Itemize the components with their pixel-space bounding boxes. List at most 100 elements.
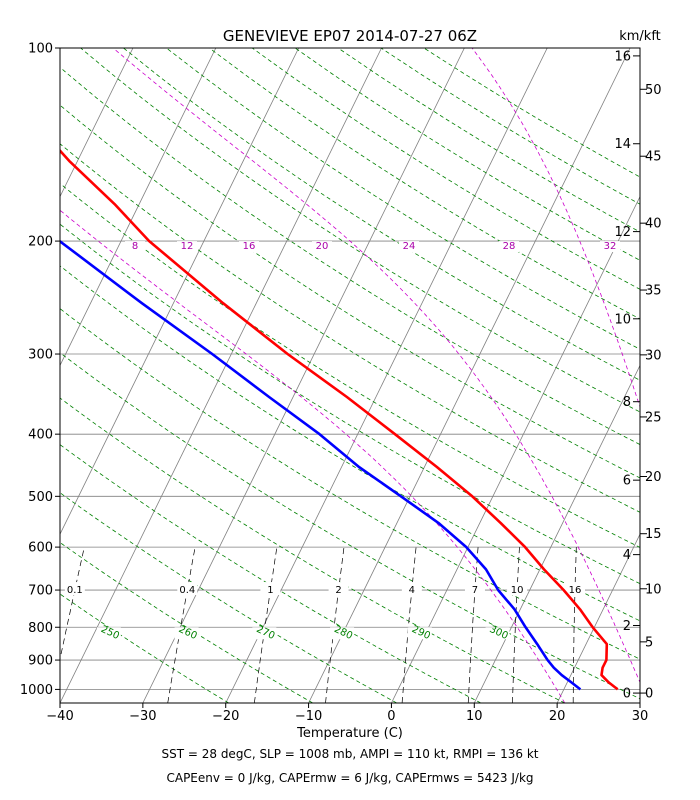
footer-line-1: SST = 28 degC, SLP = 1008 mb, AMPI = 110… xyxy=(161,747,538,761)
dry-adiabat-line xyxy=(123,48,640,381)
dry-adiabat-line xyxy=(60,308,640,660)
mixing-ratio-label-bg xyxy=(328,582,349,596)
dry-adiabat-line xyxy=(60,143,640,513)
mixing-ratio-line xyxy=(167,547,196,703)
dry-adiabat-line xyxy=(380,48,640,205)
isotherm-label: 12 xyxy=(181,241,194,252)
pressure-tick-label: 100 xyxy=(28,42,53,57)
mixing-ratio-label: 0.4 xyxy=(179,585,195,596)
dry-adiabat-line xyxy=(423,48,640,178)
theta-label: 280 xyxy=(332,624,354,642)
theta-label-bg xyxy=(96,627,121,640)
dry-adiabat-line xyxy=(80,48,640,413)
kft-tick-label: 15 xyxy=(645,527,662,542)
isotherm-label-bg xyxy=(600,241,620,253)
x-tick-label: −10 xyxy=(295,709,322,724)
dry-adiabat-line xyxy=(60,593,229,703)
mixing-ratio-line xyxy=(401,547,417,703)
isotherm-label: 24 xyxy=(403,241,416,252)
mixing-ratio-label: 4 xyxy=(409,585,415,596)
mixing-ratio-line xyxy=(325,547,345,703)
mixing-ratio-line xyxy=(467,547,479,703)
kft-tick-label: 25 xyxy=(645,410,662,425)
dry-adiabat-line xyxy=(337,48,640,233)
kft-tick-label: 40 xyxy=(645,217,662,232)
pressure-tick-label: 400 xyxy=(28,428,53,443)
mixing-ratio-label: 16 xyxy=(569,585,582,596)
x-tick-label: 20 xyxy=(549,709,566,724)
isotherm-label: 28 xyxy=(503,241,516,252)
isotherm-line xyxy=(0,48,50,703)
dry-adiabat-line xyxy=(60,66,640,446)
theta-label-bg xyxy=(407,627,432,640)
mixing-ratio-label: 10 xyxy=(511,585,524,596)
isotherm-line xyxy=(556,533,640,703)
temperature-profile-line xyxy=(60,148,619,691)
theta-label-bg xyxy=(252,627,277,640)
isotherm-line xyxy=(60,48,217,367)
chart-title: GENEVIEVE EP07 2014-07-27 06Z xyxy=(223,27,477,45)
moist-adiabat-line xyxy=(112,48,640,684)
right-unit-label: km/kft xyxy=(619,29,661,44)
isotherm-label: 20 xyxy=(316,241,329,252)
dry-adiabat-line xyxy=(60,542,313,703)
isotherm-line xyxy=(60,48,382,703)
mixing-ratio-label-bg xyxy=(564,582,585,596)
dry-adiabat-line xyxy=(60,397,565,703)
dry-adiabat-line xyxy=(60,492,397,703)
theta-label: 270 xyxy=(254,624,276,642)
theta-label: 300 xyxy=(488,624,510,642)
mixing-ratio-label: 7 xyxy=(472,585,478,596)
mixing-ratio-label-bg xyxy=(260,582,281,596)
km-tick-label: 4 xyxy=(623,548,631,563)
pressure-tick-label: 500 xyxy=(28,490,53,505)
kft-tick-label: 0 xyxy=(645,687,653,702)
isotherm-label: 16 xyxy=(243,241,256,252)
kft-tick-label: 50 xyxy=(645,83,662,98)
theta-label-bg xyxy=(485,627,510,640)
theta-label: 260 xyxy=(177,624,199,642)
km-tick-label: 0 xyxy=(623,687,631,702)
mixing-ratio-line xyxy=(572,547,577,703)
dry-adiabat-line xyxy=(209,48,640,320)
theta-label-bg xyxy=(330,627,355,640)
mixing-ratio-line xyxy=(253,547,278,703)
x-tick-label: 30 xyxy=(632,709,649,724)
pressure-tick-label: 300 xyxy=(28,348,53,363)
dry-adiabat-line xyxy=(60,182,640,548)
plot-frame xyxy=(59,47,641,704)
km-tick-label: 2 xyxy=(623,619,631,634)
mixing-ratio-line xyxy=(512,547,520,703)
km-tick-label: 12 xyxy=(614,225,631,240)
x-tick-label: −40 xyxy=(46,709,73,724)
mixing-ratio-label: 2 xyxy=(335,585,341,596)
mixing-ratio-label-bg xyxy=(64,582,85,596)
isotherm-label-bg xyxy=(312,241,332,253)
footer-line-2: CAPEenv = 0 J/kg, CAPErmw = 6 J/kg, CAPE… xyxy=(166,771,533,785)
mixing-ratio-line xyxy=(60,547,85,661)
kft-tick-label: 10 xyxy=(645,582,662,597)
pressure-tick-label: 1000 xyxy=(20,683,53,698)
isotherm-label: 32 xyxy=(604,241,617,252)
dry-adiabat-line xyxy=(60,265,640,622)
parcel-profile-line xyxy=(60,239,582,691)
isotherm-line xyxy=(308,48,631,703)
isotherm-label-bg xyxy=(177,241,197,253)
isotherm-line xyxy=(391,195,640,703)
km-tick-label: 16 xyxy=(614,49,631,64)
isotherm-label-bg xyxy=(399,241,419,253)
km-tick-label: 8 xyxy=(623,395,631,410)
mixing-ratio-label: 0.1 xyxy=(67,585,83,596)
moist-adiabat-line xyxy=(60,209,566,703)
x-tick-label: 10 xyxy=(466,709,483,724)
pressure-tick-label: 600 xyxy=(28,541,53,556)
x-tick-label: −30 xyxy=(129,709,156,724)
isotherm-label-bg xyxy=(125,241,145,253)
isotherm-label-bg xyxy=(239,241,259,253)
x-tick-label: −20 xyxy=(212,709,239,724)
km-tick-label: 6 xyxy=(623,474,631,489)
isotherm-line xyxy=(60,48,300,536)
mixing-ratio-label-bg xyxy=(464,582,485,596)
dry-adiabat-line xyxy=(60,223,640,585)
